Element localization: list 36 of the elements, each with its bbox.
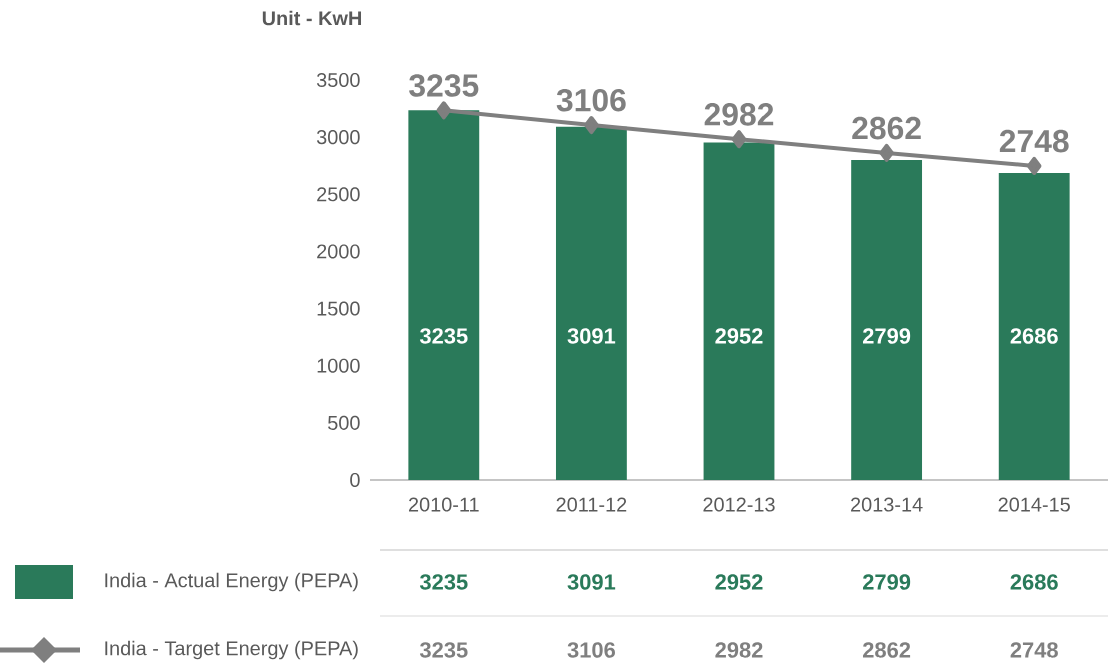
- x-tick-label: 2011-12: [556, 497, 627, 512]
- legend-label: India - Target Energy (PEPA): [105, 640, 358, 660]
- data-label: 2862: [862, 642, 911, 658]
- text: 2862: [852, 116, 921, 140]
- text: 2686: [1010, 328, 1058, 344]
- x-tick-label: 2012-13: [703, 497, 775, 512]
- text: 3106: [556, 88, 626, 112]
- data-label: 3235: [419, 642, 468, 658]
- data-label: 2748: [1010, 642, 1058, 658]
- data-label: 2952: [715, 574, 763, 590]
- y-tick-label: 1500: [317, 301, 360, 316]
- x-tick-label: 2013-14: [851, 497, 923, 512]
- y-tick-label: 1000: [317, 358, 360, 373]
- data-label: 2799: [862, 574, 911, 590]
- y-tick-label: 3500: [316, 72, 360, 88]
- data-label: 2686: [1010, 574, 1058, 590]
- y-tick-label: 500: [328, 415, 360, 430]
- y-tick-label: 2000: [317, 244, 360, 259]
- data-label: 3106: [567, 642, 615, 658]
- text: 2982: [704, 103, 774, 126]
- text: 2748: [999, 129, 1069, 153]
- x-tick-label: 2014-15: [998, 497, 1070, 512]
- data-label: 3235: [419, 574, 468, 590]
- text: 3091: [567, 328, 616, 344]
- y-tick-label: 3000: [316, 130, 360, 145]
- x-tick-label: 2010-11: [408, 497, 479, 512]
- y-tick-label: 2500: [317, 187, 360, 202]
- y-tick-label: 0: [350, 472, 360, 488]
- text: 3235: [419, 328, 468, 344]
- y-axis-title: Unit - KwH: [262, 10, 362, 26]
- text: 2952: [715, 328, 763, 344]
- data-label: 2982: [715, 642, 763, 658]
- text: 3235: [409, 74, 479, 97]
- legend-label: India - Actual Energy (PEPA): [105, 572, 358, 592]
- text: 2799: [862, 328, 911, 344]
- data-label: 3091: [567, 574, 616, 590]
